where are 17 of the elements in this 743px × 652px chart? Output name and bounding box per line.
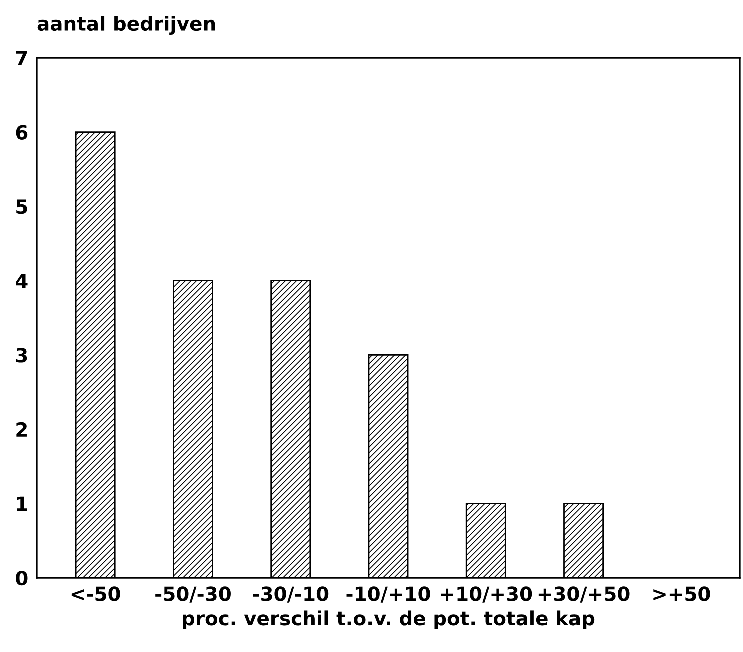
x-tick-label: -50/-30: [156, 586, 231, 603]
x-tick-label: <-50: [72, 586, 120, 602]
y-tick-label: 4: [16, 274, 28, 288]
x-tick-label: -10/+10: [346, 586, 430, 603]
x-tick-label: +30/+50: [538, 586, 630, 603]
y-axis-title: aantal bedrijven: [38, 16, 216, 35]
y-tick-label: 0: [16, 570, 28, 586]
y-tick-label: 1: [17, 496, 28, 512]
x-axis-title: proc. verschil t.o.v. de pot. totale kap: [183, 610, 595, 630]
x-tick-label: +10/+30: [441, 586, 532, 603]
y-tick-label: 6: [16, 125, 28, 140]
y-tick-label: 2: [16, 422, 27, 437]
x-tick-label: -30/-10: [253, 586, 329, 603]
y-tick-label: 5: [16, 200, 28, 214]
y-tick-label: 7: [16, 51, 28, 66]
x-tick-label: >+50: [654, 586, 710, 602]
y-tick-label: 3: [16, 348, 28, 363]
